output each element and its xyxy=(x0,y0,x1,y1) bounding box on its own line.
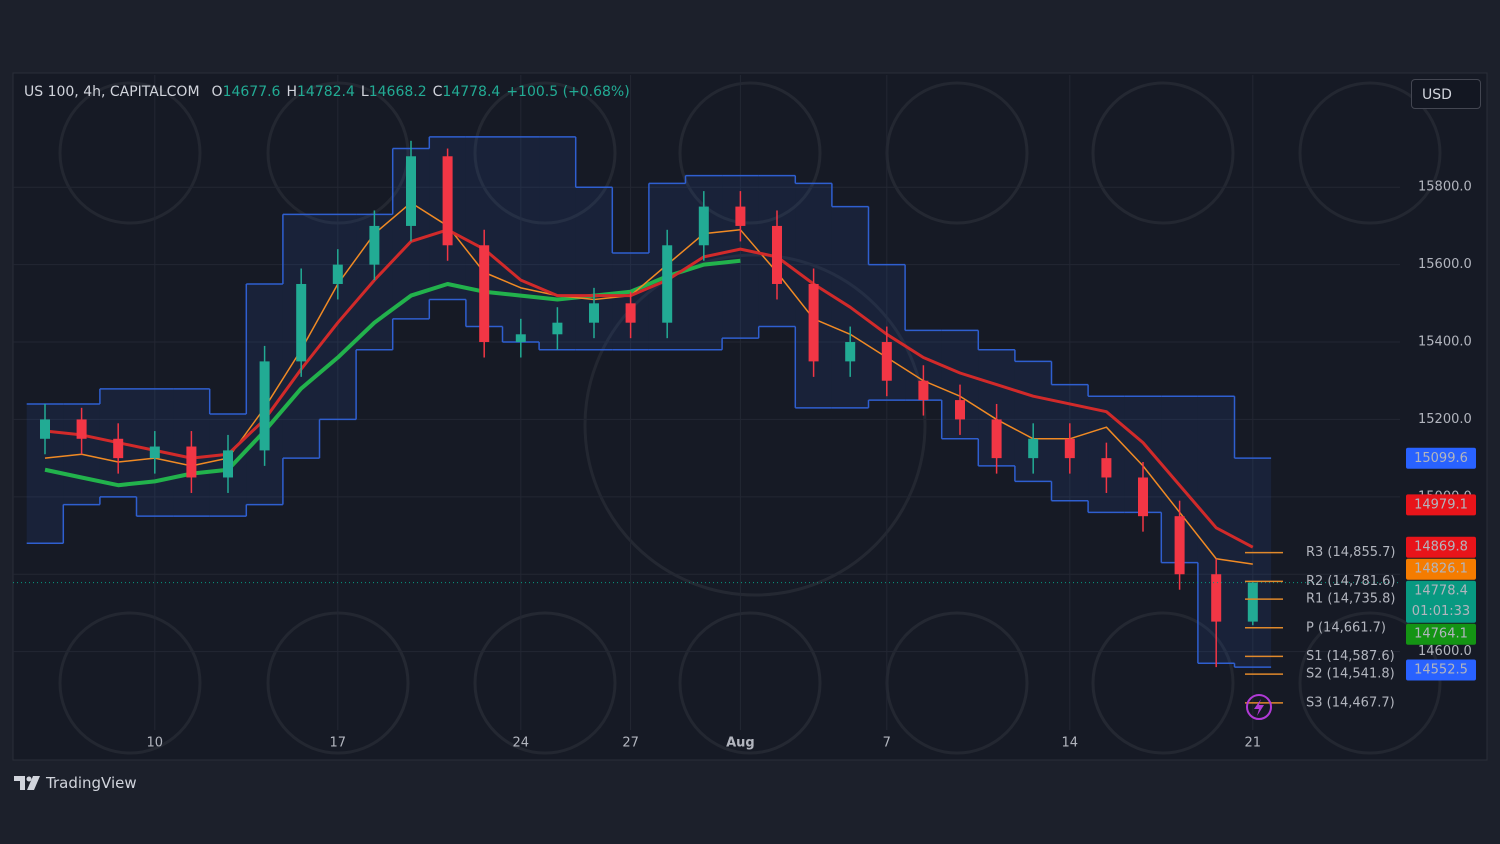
moving-average xyxy=(44,258,741,488)
candle-body xyxy=(369,225,380,265)
candle-body xyxy=(625,303,636,323)
o-label: O xyxy=(211,84,223,100)
price-label: 14764.1 xyxy=(1414,627,1468,642)
x-tick-label: 7 xyxy=(883,736,891,751)
candle-body xyxy=(515,334,526,343)
x-tick-label: 27 xyxy=(622,736,639,751)
candle-body xyxy=(918,380,929,401)
x-tick-label: 17 xyxy=(330,736,347,751)
y-tick-label: 15400.0 xyxy=(1418,335,1472,350)
candle-body xyxy=(479,245,490,343)
candle-body xyxy=(296,283,307,362)
moving-average xyxy=(44,201,1253,565)
y-tick-label: 15200.0 xyxy=(1418,412,1472,427)
candle-body xyxy=(1247,582,1258,622)
plot: 10 17 24 27 Aug 7 14 21 R3 (14,855.7) R2 (14,781.… xyxy=(13,75,1400,751)
alert-bolt xyxy=(1254,699,1264,716)
candle-body xyxy=(406,156,416,226)
pivot-label: P (14,661.7) xyxy=(1306,620,1386,635)
price-label-box xyxy=(1406,558,1476,580)
candle-body xyxy=(76,419,87,439)
symbol: US 100, 4h, CAPITALCOM xyxy=(24,84,200,100)
change: +100.5 (+0.68%) xyxy=(506,84,630,100)
candle-body xyxy=(113,438,124,459)
band-fill xyxy=(502,136,540,343)
price-label: 14869.8 xyxy=(1414,540,1468,555)
candle-body xyxy=(772,225,782,284)
candle-body xyxy=(1028,438,1039,459)
candle-body xyxy=(552,322,563,335)
candle-body xyxy=(881,342,892,381)
candle-body xyxy=(808,283,819,362)
pivot-label: R1 (14,735.8) xyxy=(1306,592,1395,607)
pivot-label: S1 (14,587.6) xyxy=(1306,649,1395,664)
y-tick-label: 14600.0 xyxy=(1418,644,1472,659)
candle-body xyxy=(223,450,233,478)
price-label: 14778.4 xyxy=(1414,584,1468,599)
close-value: 14778.4 xyxy=(442,84,501,100)
candle-body xyxy=(698,206,709,246)
x-tick-label: 14 xyxy=(1062,736,1079,751)
x-tick-label: 21 xyxy=(1245,736,1262,751)
h-label: H xyxy=(286,84,297,100)
watermark xyxy=(58,81,1442,755)
brand-name: TradingView xyxy=(46,774,137,792)
candle-body xyxy=(1101,458,1112,478)
brand: TradingView xyxy=(14,774,137,792)
c-label: C xyxy=(432,84,443,100)
candle-body xyxy=(845,342,856,362)
legend-header: US 100, 4h, CAPITALCOM O 14677.6 H 14782.4… xyxy=(24,84,630,100)
price-label-box xyxy=(1406,580,1476,623)
candle-body xyxy=(589,303,599,323)
x-tick-label: 10 xyxy=(147,736,164,751)
y-tick-label: 15800.0 xyxy=(1418,180,1472,195)
pivot-label: S2 (14,541.8) xyxy=(1306,667,1395,682)
price-label-box xyxy=(1406,659,1476,681)
x-tick-label: Aug xyxy=(726,736,755,751)
open-value: 14677.6 xyxy=(222,84,281,100)
price-label-box xyxy=(1406,623,1476,645)
price-label-box xyxy=(1406,536,1476,558)
l-label: L xyxy=(360,84,369,100)
candle-body xyxy=(662,245,673,323)
candle-body xyxy=(1138,477,1148,517)
price-label: 14552.5 xyxy=(1414,663,1468,678)
price-label: 14979.1 xyxy=(1414,497,1468,512)
low-value: 14668.2 xyxy=(368,84,427,100)
candle-body xyxy=(259,361,270,451)
y-tick-label: 15600.0 xyxy=(1418,257,1472,272)
candle-body xyxy=(186,446,197,478)
pivot-label: S3 (14,467.7) xyxy=(1306,695,1395,710)
countdown: 01:01:33 xyxy=(1412,604,1470,619)
band-fill xyxy=(319,214,357,420)
candle-body xyxy=(40,419,50,439)
high-value: 14782.4 xyxy=(297,84,355,100)
candle-body xyxy=(955,400,965,420)
brand-logo xyxy=(14,776,40,790)
price-axis: 14600.014800.015000.015200.015400.015600… xyxy=(1406,180,1476,681)
candle-body xyxy=(149,446,160,459)
price-label-box xyxy=(1406,494,1476,516)
price-label: 14826.1 xyxy=(1414,562,1468,577)
pivot-label: R2 (14,781.6) xyxy=(1306,574,1395,589)
candle-body xyxy=(735,206,746,226)
candle-body xyxy=(1211,574,1222,622)
candle-body xyxy=(1064,438,1075,459)
candle-body xyxy=(991,419,1002,459)
alert-icon[interactable] xyxy=(1246,694,1272,720)
moving-average xyxy=(44,228,1254,549)
candle-body xyxy=(332,264,343,284)
price-label: 15099.6 xyxy=(1414,451,1468,466)
candle-body xyxy=(1174,516,1185,575)
pivot-label: R3 (14,855.7) xyxy=(1306,545,1395,560)
price-label-box xyxy=(1406,447,1476,469)
candle-body xyxy=(442,156,453,246)
x-tick-label: 24 xyxy=(513,736,530,751)
currency-button[interactable]: USD xyxy=(1411,79,1481,109)
